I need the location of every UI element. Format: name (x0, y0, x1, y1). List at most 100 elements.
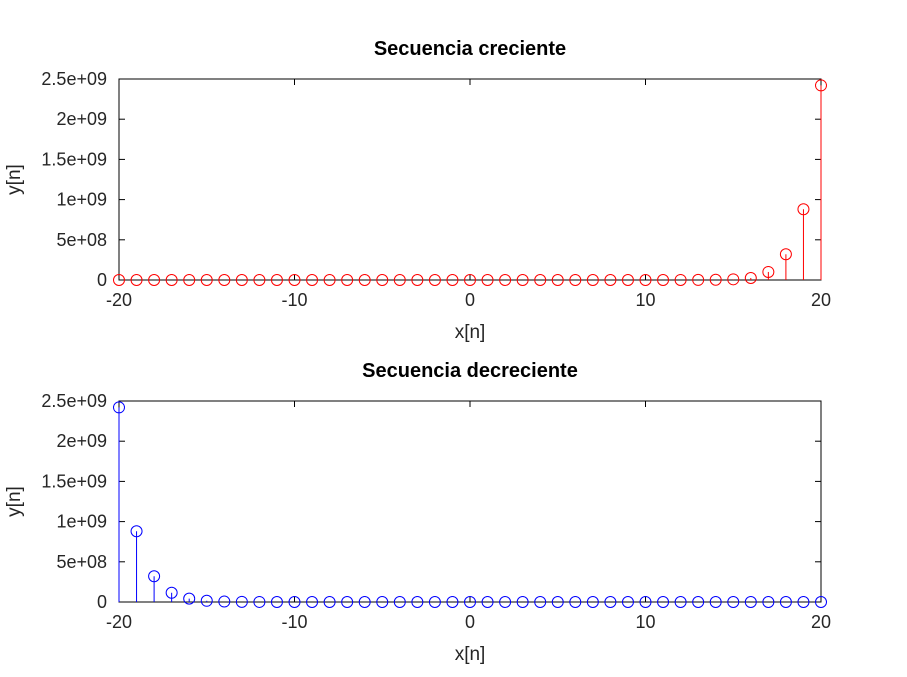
axes-box (118, 78, 822, 281)
stem-marker (113, 274, 125, 286)
stem-marker (411, 596, 424, 608)
stem-marker (411, 274, 424, 286)
stem-marker (709, 596, 722, 608)
stem-marker (604, 596, 617, 608)
stem-marker (341, 274, 354, 286)
stem-marker (779, 596, 792, 608)
x-tick-label: 0 (465, 612, 475, 632)
x-tick-label: -20 (106, 290, 132, 310)
stem-marker (200, 594, 213, 607)
stem-marker (183, 592, 196, 605)
stem-marker (586, 596, 599, 608)
stem-marker (499, 274, 512, 286)
chart-title: Secuencia decreciente (362, 360, 578, 382)
y-tick-label: 1e+09 (56, 190, 107, 210)
stem-marker (481, 596, 494, 608)
stem-marker (183, 274, 196, 286)
stem-marker (797, 203, 810, 216)
stem-marker (323, 274, 336, 286)
stem-marker (288, 595, 301, 608)
stem-marker (130, 525, 143, 538)
stem-marker (130, 274, 143, 286)
stem-marker (113, 401, 125, 414)
stem-marker (657, 596, 670, 608)
stem-marker (674, 596, 687, 608)
x-tick-label: 10 (635, 612, 655, 632)
stem-marker (270, 274, 283, 286)
stem-marker (235, 274, 248, 286)
stem-marker (341, 595, 354, 608)
stem-marker (815, 596, 827, 608)
stem-marker (499, 596, 512, 608)
stem-marker (516, 596, 529, 608)
x-tick-label: 0 (465, 290, 475, 310)
y-tick-label: 0 (97, 270, 107, 290)
stem-marker (744, 271, 757, 284)
stem-marker (323, 595, 336, 608)
x-tick-label: 20 (811, 290, 831, 310)
x-tick-label: -20 (106, 612, 132, 632)
stem-marker (165, 586, 178, 599)
y-tick-label: 1.5e+09 (41, 471, 107, 491)
stem-marker (797, 596, 810, 608)
stem-marker (621, 273, 634, 286)
stem-marker (779, 248, 792, 261)
y-tick-label: 1.5e+09 (41, 149, 107, 169)
stem-marker (481, 274, 494, 286)
stem-marker (727, 596, 740, 608)
x-tick-label: 20 (811, 612, 831, 632)
stem-marker (551, 273, 564, 286)
stem-marker (464, 274, 476, 286)
stem-marker (148, 274, 161, 286)
stem-marker (692, 273, 705, 286)
stem-marker (657, 273, 670, 286)
stem-marker (393, 596, 406, 608)
stem-marker (815, 79, 827, 92)
stem-marker (762, 596, 775, 608)
chart-title: Secuencia creciente (374, 38, 566, 60)
stem-marker (358, 274, 371, 286)
stem-marker (235, 595, 248, 608)
stem-marker (446, 274, 459, 286)
stem-marker (709, 273, 722, 286)
stem-marker (551, 596, 564, 608)
y-tick-label: 5e+08 (56, 552, 107, 572)
y-tick-label: 0 (97, 592, 107, 612)
stem-marker (288, 274, 301, 286)
y-tick-label: 2.5e+09 (41, 69, 107, 89)
stem-marker (428, 274, 441, 286)
plot-secuencia-decreciente: Secuencia decreciente -20 -10 0 10 20 0 5e+08 1e… (4, 360, 831, 665)
y-tick-label: 2e+09 (56, 109, 107, 129)
stem-marker (165, 274, 178, 286)
stem-marker (200, 274, 213, 286)
stem-marker (534, 596, 547, 608)
stem-marker (358, 595, 371, 608)
stem-marker (446, 596, 459, 608)
y-tick-label: 1e+09 (56, 512, 107, 532)
stem-marker (569, 273, 582, 286)
stem-marker (604, 273, 617, 286)
y-axis-label: y[n] (4, 486, 25, 517)
stem-marker (253, 274, 266, 286)
plot-secuencia-creciente: Secuencia creciente -20 -10 0 10 20 0 5e+08 1e+0… (4, 38, 831, 343)
stem-marker (376, 595, 389, 608)
stem-marker (639, 596, 652, 608)
x-tick-label: -10 (281, 612, 307, 632)
stem-marker (639, 273, 652, 286)
y-tick-label: 5e+08 (56, 230, 107, 250)
stem-marker (516, 274, 529, 286)
stem-marker (692, 596, 705, 608)
stem-marker (674, 273, 687, 286)
stem-marker (621, 596, 634, 608)
stem-marker (270, 595, 283, 608)
stem-marker (376, 274, 389, 286)
x-tick-label: 10 (635, 290, 655, 310)
stem-marker (253, 595, 266, 608)
stem-marker (218, 274, 231, 286)
stem-marker (534, 274, 547, 286)
axes-box (118, 400, 822, 603)
x-tick-label: -10 (281, 290, 307, 310)
stem-marker (306, 595, 319, 608)
stem-marker (148, 570, 161, 583)
